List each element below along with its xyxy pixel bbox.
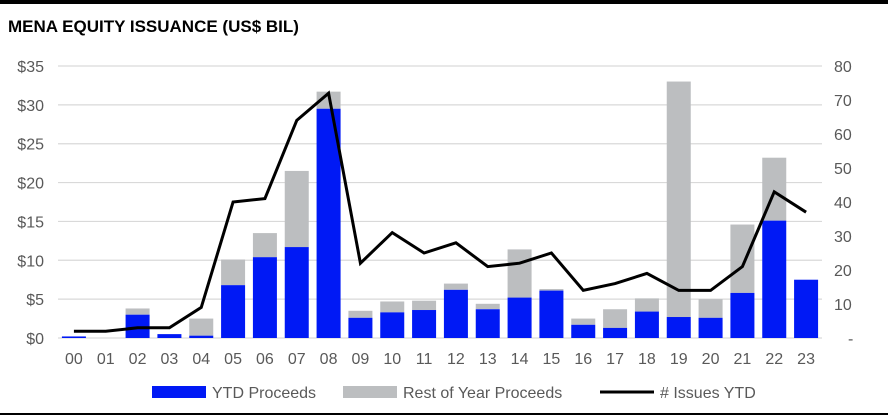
top-rule	[0, 0, 888, 4]
chart-title: MENA EQUITY ISSUANCE (US$ BIL)	[8, 17, 299, 36]
x-axis-tick-label: 07	[288, 351, 306, 368]
bar-rest-of-year	[507, 249, 532, 298]
x-axis-tick-label: 19	[670, 351, 688, 368]
legend-label-ytd: YTD Proceeds	[212, 385, 316, 402]
x-axis-tick-label: 23	[797, 351, 815, 368]
bar-rest-of-year	[221, 259, 246, 286]
bar-ytd	[666, 317, 691, 338]
legend-swatch-rest	[343, 386, 397, 398]
right-axis-tick-label: 40	[834, 195, 852, 212]
right-axis-tick-label: 30	[834, 229, 852, 246]
bar-ytd	[348, 317, 373, 338]
bar-ytd	[475, 309, 500, 338]
bar-ytd	[571, 324, 596, 338]
bar-rest-of-year	[539, 289, 564, 291]
x-axis-tick-label: 02	[129, 351, 147, 368]
bar-rest-of-year	[698, 299, 723, 318]
left-axis-tick-label: $25	[17, 137, 44, 154]
left-axis-tick-label: $5	[26, 292, 44, 309]
x-axis-tick-label: 05	[224, 351, 242, 368]
bar-rest-of-year	[603, 309, 628, 328]
x-axis-tick-label: 18	[638, 351, 656, 368]
bar-ytd	[284, 247, 309, 338]
bar-rest-of-year	[284, 170, 309, 248]
left-axis-tick-label: $0	[26, 331, 44, 348]
right-axis-tick-label: 80	[834, 59, 852, 76]
x-axis-tick-label: 00	[65, 351, 83, 368]
right-axis-tick-label: 50	[834, 161, 852, 178]
legend-label-rest: Rest of Year Proceeds	[403, 385, 562, 402]
right-axis-tick-label: 20	[834, 263, 852, 280]
bar-rest-of-year	[443, 283, 468, 290]
bar-rest-of-year	[348, 310, 373, 318]
bar-ytd	[794, 279, 819, 338]
x-axis-tick-label: 08	[320, 351, 338, 368]
bar-ytd	[157, 334, 182, 338]
left-axis-tick-label: $10	[17, 253, 44, 270]
bar-ytd	[316, 108, 341, 338]
x-axis-tick-label: 09	[352, 351, 370, 368]
bar-ytd	[762, 220, 787, 338]
legend-swatch-ytd	[152, 386, 206, 398]
bar-rest-of-year	[634, 298, 659, 312]
bar-ytd	[507, 297, 532, 338]
x-axis-tick-label: 13	[479, 351, 497, 368]
left-axis-tick-label: $35	[17, 59, 44, 76]
bar-ytd	[730, 292, 755, 338]
bar-ytd	[221, 285, 246, 338]
legend-label-issues: # Issues YTD	[660, 385, 756, 402]
left-axis-tick-label: $30	[17, 98, 44, 115]
bottom-rule	[0, 413, 888, 415]
bar-rest-of-year	[666, 81, 691, 318]
bar-rest-of-year	[571, 318, 596, 325]
x-axis-tick-label: 20	[702, 351, 720, 368]
bar-rest-of-year	[380, 301, 405, 313]
bar-ytd	[412, 310, 437, 338]
bar-rest-of-year	[730, 224, 755, 293]
right-axis-tick-label: 10	[834, 297, 852, 314]
bar-rest-of-year	[125, 308, 150, 315]
bar-rest-of-year	[412, 300, 437, 311]
x-axis-tick-label: 03	[161, 351, 179, 368]
x-axis-tick-label: 17	[606, 351, 624, 368]
bar-ytd	[443, 289, 468, 338]
bar-rest-of-year	[189, 318, 214, 336]
bar-ytd	[252, 257, 277, 338]
right-axis-tick-label: -	[848, 331, 853, 348]
bar-ytd	[603, 327, 628, 338]
x-axis-tick-label: 10	[383, 351, 401, 368]
bar-ytd	[634, 311, 659, 338]
x-axis-tick-label: 06	[256, 351, 274, 368]
x-axis-tick-label: 15	[543, 351, 561, 368]
bar-ytd	[380, 312, 405, 338]
left-axis-tick-label: $20	[17, 176, 44, 193]
issues-line	[73, 90, 807, 333]
x-axis-tick-label: 12	[447, 351, 465, 368]
x-axis-tick-label: 22	[765, 351, 783, 368]
left-axis-tick-label: $15	[17, 214, 44, 231]
bar-rest-of-year	[475, 303, 500, 310]
x-axis-tick-label: 21	[734, 351, 752, 368]
right-axis-tick-label: 60	[834, 127, 852, 144]
bar-ytd	[61, 336, 86, 338]
x-axis-tick-label: 11	[416, 351, 433, 368]
bar-ytd	[539, 290, 564, 338]
right-axis-tick-label: 70	[834, 93, 852, 110]
x-axis-tick-label: 04	[192, 351, 210, 368]
bar-ytd	[698, 317, 723, 338]
x-axis-tick-label: 14	[511, 351, 529, 368]
x-axis-tick-label: 16	[574, 351, 592, 368]
bar-rest-of-year	[252, 233, 277, 258]
x-axis-tick-label: 01	[97, 351, 115, 368]
bar-ytd	[189, 335, 214, 338]
